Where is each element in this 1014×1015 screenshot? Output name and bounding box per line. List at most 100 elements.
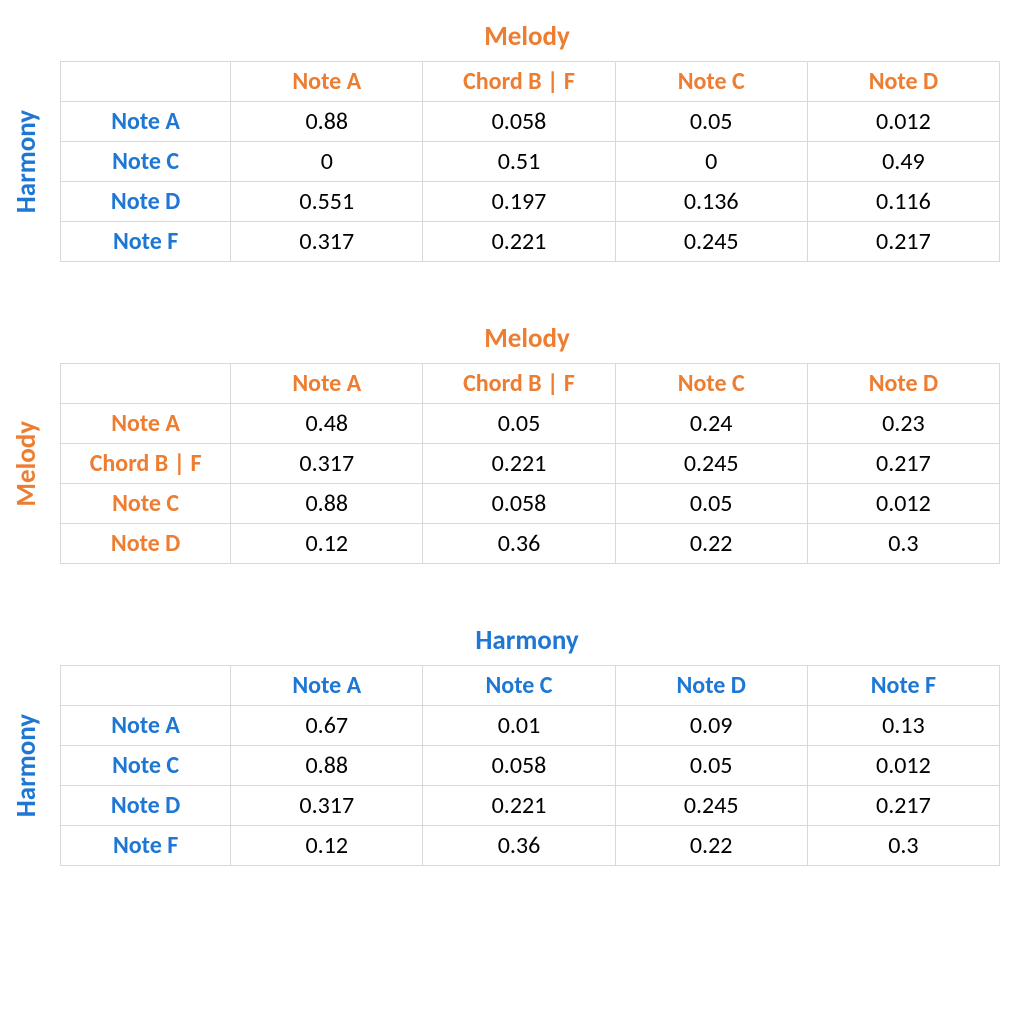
col-header: Note A bbox=[231, 62, 423, 102]
block-inner-1: Melody Note A Chord B | F Note C Note D … bbox=[10, 363, 1004, 564]
cell: 0.49 bbox=[807, 142, 999, 182]
table-row: Note F 0.317 0.221 0.245 0.217 bbox=[61, 222, 1000, 262]
cell: 0.317 bbox=[231, 444, 423, 484]
cell: 0.12 bbox=[231, 826, 423, 866]
header-row: Note A Chord B | F Note C Note D bbox=[61, 62, 1000, 102]
row-header: Note F bbox=[61, 222, 231, 262]
cell: 0.01 bbox=[423, 706, 615, 746]
cell: 0.221 bbox=[423, 786, 615, 826]
table-row: Note D 0.12 0.36 0.22 0.3 bbox=[61, 524, 1000, 564]
cell: 0.88 bbox=[231, 746, 423, 786]
cell: 0.36 bbox=[423, 826, 615, 866]
table-row: Note C 0.88 0.058 0.05 0.012 bbox=[61, 484, 1000, 524]
table-row: Chord B | F 0.317 0.221 0.245 0.217 bbox=[61, 444, 1000, 484]
cell: 0.48 bbox=[231, 404, 423, 444]
cell: 0.51 bbox=[423, 142, 615, 182]
cell: 0.217 bbox=[807, 444, 999, 484]
col-header: Note C bbox=[615, 364, 807, 404]
col-header: Note F bbox=[807, 666, 999, 706]
corner-cell bbox=[61, 364, 231, 404]
table-row: Note F 0.12 0.36 0.22 0.3 bbox=[61, 826, 1000, 866]
corner-cell bbox=[61, 666, 231, 706]
top-title-2: Harmony bbox=[10, 624, 1004, 657]
cell: 0.245 bbox=[615, 444, 807, 484]
block-inner-2: Harmony Note A Note C Note D Note F Note… bbox=[10, 665, 1004, 866]
cell: 0.245 bbox=[615, 786, 807, 826]
cell: 0.36 bbox=[423, 524, 615, 564]
row-header: Note D bbox=[61, 524, 231, 564]
col-header: Note D bbox=[615, 666, 807, 706]
cell: 0.217 bbox=[807, 786, 999, 826]
side-title-1: Melody bbox=[10, 421, 50, 507]
row-header: Note A bbox=[61, 706, 231, 746]
cell: 0.245 bbox=[615, 222, 807, 262]
cell: 0.012 bbox=[807, 484, 999, 524]
cell: 0.317 bbox=[231, 222, 423, 262]
top-title-0: Melody bbox=[10, 20, 1004, 53]
col-header: Chord B | F bbox=[423, 62, 615, 102]
cell: 0.05 bbox=[423, 404, 615, 444]
cell: 0.317 bbox=[231, 786, 423, 826]
col-header: Note C bbox=[423, 666, 615, 706]
table-row: Note A 0.48 0.05 0.24 0.23 bbox=[61, 404, 1000, 444]
matrix-table-2: Note A Note C Note D Note F Note A 0.67 … bbox=[60, 665, 1000, 866]
table-row: Note A 0.67 0.01 0.09 0.13 bbox=[61, 706, 1000, 746]
cell: 0.221 bbox=[423, 444, 615, 484]
cell: 0.24 bbox=[615, 404, 807, 444]
top-title-1: Melody bbox=[10, 322, 1004, 355]
header-row: Note A Chord B | F Note C Note D bbox=[61, 364, 1000, 404]
table-row: Note D 0.317 0.221 0.245 0.217 bbox=[61, 786, 1000, 826]
cell: 0.551 bbox=[231, 182, 423, 222]
table-block-2: Harmony Harmony Note A Note C Note D Not… bbox=[10, 624, 1004, 866]
cell: 0.221 bbox=[423, 222, 615, 262]
cell: 0.05 bbox=[615, 102, 807, 142]
col-header: Note C bbox=[615, 62, 807, 102]
cell: 0.3 bbox=[807, 826, 999, 866]
cell: 0.136 bbox=[615, 182, 807, 222]
cell: 0.67 bbox=[231, 706, 423, 746]
col-header: Note A bbox=[231, 364, 423, 404]
side-title-0: Harmony bbox=[10, 110, 50, 213]
cell: 0.05 bbox=[615, 746, 807, 786]
row-header: Note C bbox=[61, 746, 231, 786]
table-block-0: Melody Harmony Note A Chord B | F Note C… bbox=[10, 20, 1004, 262]
col-header: Note A bbox=[231, 666, 423, 706]
cell: 0.88 bbox=[231, 484, 423, 524]
cell: 0.012 bbox=[807, 102, 999, 142]
cell: 0.23 bbox=[807, 404, 999, 444]
matrix-table-0: Note A Chord B | F Note C Note D Note A … bbox=[60, 61, 1000, 262]
table-block-1: Melody Melody Note A Chord B | F Note C … bbox=[10, 322, 1004, 564]
table-row: Note D 0.551 0.197 0.136 0.116 bbox=[61, 182, 1000, 222]
row-header: Note A bbox=[61, 404, 231, 444]
cell: 0.116 bbox=[807, 182, 999, 222]
table-row: Note C 0 0.51 0 0.49 bbox=[61, 142, 1000, 182]
cell: 0.88 bbox=[231, 102, 423, 142]
cell: 0.12 bbox=[231, 524, 423, 564]
cell: 0.197 bbox=[423, 182, 615, 222]
row-header: Note A bbox=[61, 102, 231, 142]
cell: 0.05 bbox=[615, 484, 807, 524]
row-header: Note C bbox=[61, 484, 231, 524]
cell: 0.09 bbox=[615, 706, 807, 746]
cell: 0.217 bbox=[807, 222, 999, 262]
cell: 0 bbox=[231, 142, 423, 182]
block-inner-0: Harmony Note A Chord B | F Note C Note D… bbox=[10, 61, 1004, 262]
side-title-2: Harmony bbox=[10, 714, 50, 817]
row-header: Note C bbox=[61, 142, 231, 182]
cell: 0.058 bbox=[423, 484, 615, 524]
row-header: Note F bbox=[61, 826, 231, 866]
col-header: Chord B | F bbox=[423, 364, 615, 404]
cell: 0.22 bbox=[615, 826, 807, 866]
col-header: Note D bbox=[807, 62, 999, 102]
row-header: Note D bbox=[61, 182, 231, 222]
cell: 0.058 bbox=[423, 746, 615, 786]
cell: 0.3 bbox=[807, 524, 999, 564]
matrix-table-1: Note A Chord B | F Note C Note D Note A … bbox=[60, 363, 1000, 564]
cell: 0 bbox=[615, 142, 807, 182]
row-header: Note D bbox=[61, 786, 231, 826]
col-header: Note D bbox=[807, 364, 999, 404]
table-row: Note C 0.88 0.058 0.05 0.012 bbox=[61, 746, 1000, 786]
cell: 0.012 bbox=[807, 746, 999, 786]
header-row: Note A Note C Note D Note F bbox=[61, 666, 1000, 706]
row-header: Chord B | F bbox=[61, 444, 231, 484]
